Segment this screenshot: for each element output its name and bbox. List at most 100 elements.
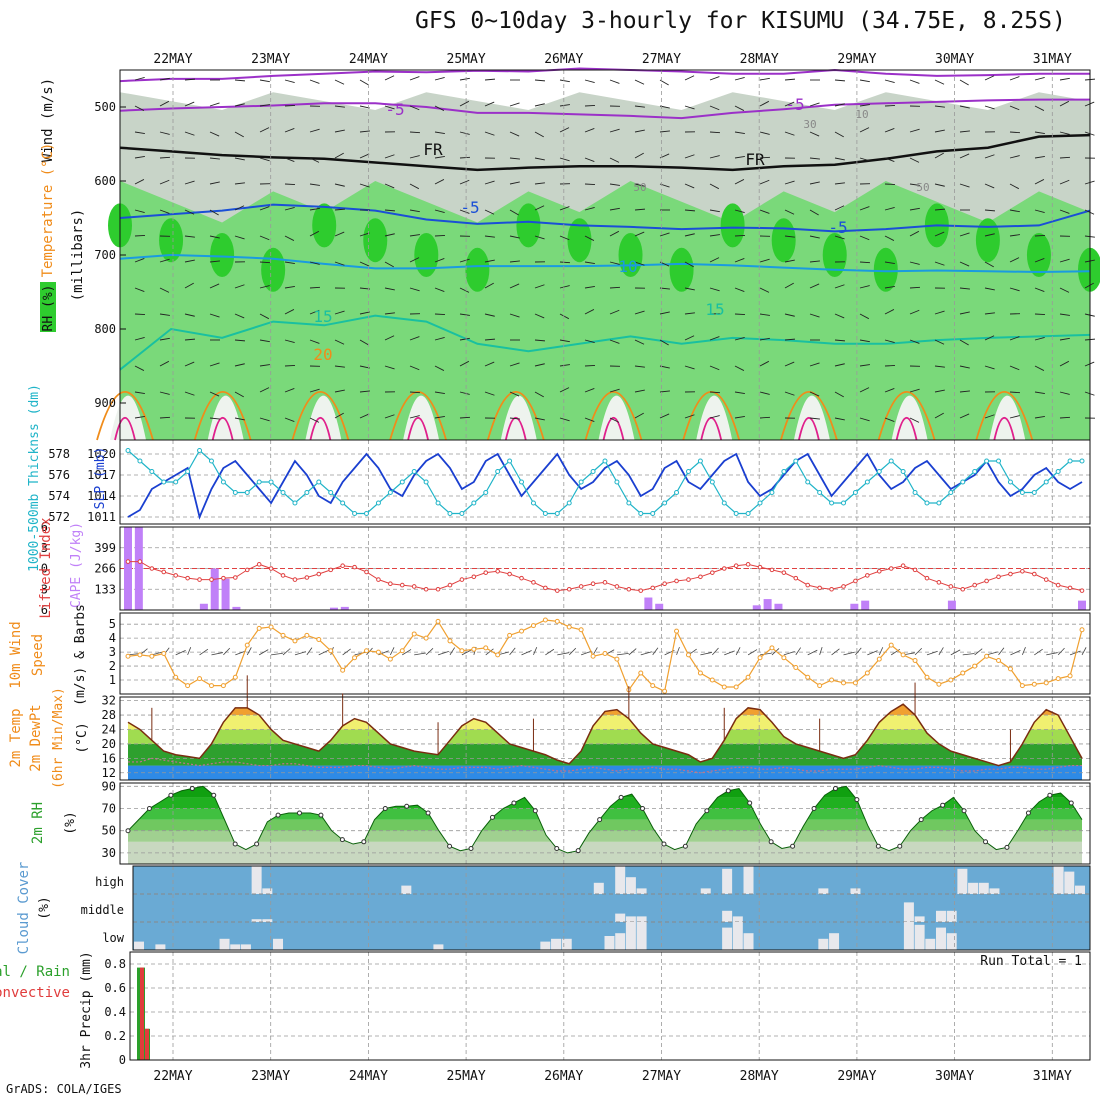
rh-point xyxy=(361,839,367,845)
wind-point xyxy=(542,617,548,623)
wind-barb xyxy=(159,77,170,81)
temp-tick: 20 xyxy=(102,737,116,751)
li-point xyxy=(936,580,942,585)
wind-barb xyxy=(284,235,295,241)
wind-barb-10m xyxy=(735,647,741,656)
cape-bar xyxy=(774,603,783,610)
wind-barb xyxy=(159,416,171,419)
rh-point xyxy=(661,841,667,847)
wind-barb xyxy=(534,79,546,82)
li-point xyxy=(364,569,369,575)
wind-barb xyxy=(459,258,470,263)
wind-barb xyxy=(559,79,570,83)
thickness-point xyxy=(781,469,787,474)
thickness-point xyxy=(411,469,417,474)
wind-point xyxy=(364,648,369,654)
wind-barb xyxy=(609,261,620,265)
contour-label: 15 xyxy=(705,300,724,319)
wind-point xyxy=(888,642,894,648)
temp-tick: 12 xyxy=(102,766,116,780)
wind-barb xyxy=(884,309,895,315)
cape-bar xyxy=(221,578,230,610)
wind-barb xyxy=(609,417,620,423)
wind-barb xyxy=(459,337,470,341)
date-label-bottom: 27MAY xyxy=(642,1069,681,1084)
pressure-tick: 900 xyxy=(94,396,116,410)
wind-barb xyxy=(234,284,245,289)
cloud-bar-high xyxy=(593,882,604,894)
wind-barb-10m xyxy=(926,650,938,656)
isotherm-10 xyxy=(119,253,1091,274)
rh-high-blob xyxy=(261,247,286,292)
wind-barb xyxy=(484,361,495,367)
wind-point xyxy=(960,670,966,676)
wind-barb xyxy=(409,76,420,81)
wind-barb-10m xyxy=(557,652,569,656)
thickness-point xyxy=(614,479,620,485)
rh-high-blob xyxy=(669,247,694,292)
cloud-bar-middle xyxy=(935,910,946,922)
thickness-tick: 578 xyxy=(48,447,70,461)
wind-barb xyxy=(159,391,170,395)
isotherm-15 xyxy=(119,314,1091,371)
wind-barb xyxy=(1009,415,1020,419)
wind-barb-10m xyxy=(461,649,472,656)
li-point xyxy=(459,577,465,582)
wind-barb xyxy=(984,335,995,341)
wind-barb xyxy=(984,233,995,237)
wind-barb xyxy=(984,75,995,81)
wind-barb xyxy=(509,235,520,239)
wind-barb xyxy=(709,336,720,341)
li-point xyxy=(1020,568,1025,574)
li-point xyxy=(626,586,632,592)
pressure-tick: 800 xyxy=(94,322,116,336)
wind-point xyxy=(554,618,560,624)
wind-barb xyxy=(334,105,345,108)
li-point xyxy=(125,559,131,564)
wind-tick: 1 xyxy=(109,673,116,687)
thickness-point xyxy=(232,490,238,495)
rh-point xyxy=(961,808,967,814)
thickness-point xyxy=(590,469,596,474)
wind-barb xyxy=(1059,131,1070,135)
thickness-point xyxy=(304,490,310,495)
date-label-top: 29MAY xyxy=(837,52,876,67)
cloud-bar-high xyxy=(262,888,273,894)
thickness-point xyxy=(471,500,477,506)
wind-barb xyxy=(859,261,871,264)
wind-barb xyxy=(984,287,995,291)
wind-barb xyxy=(884,285,895,289)
cloud-bar-high xyxy=(1075,885,1085,894)
wind-barb xyxy=(559,285,570,289)
wind-barb xyxy=(334,310,345,315)
wind-barb xyxy=(734,179,745,185)
wind-barb xyxy=(859,127,870,133)
wind-barb xyxy=(909,230,920,237)
wind-point xyxy=(1043,680,1049,686)
date-label-bottom: 29MAY xyxy=(837,1069,876,1084)
wind-barb-10m xyxy=(652,647,659,656)
wind-barb xyxy=(709,155,720,159)
temp-tick: 32 xyxy=(102,694,116,708)
wind-barb xyxy=(209,209,219,216)
wind-barb xyxy=(1009,155,1020,159)
li-point xyxy=(244,567,250,573)
wind-barb xyxy=(684,414,695,419)
wind-barb xyxy=(1034,105,1045,111)
wind-barb xyxy=(609,157,620,163)
thickness-point xyxy=(841,500,846,506)
wind-point xyxy=(411,631,417,637)
wind-barb xyxy=(159,360,170,367)
wind-barb xyxy=(484,313,495,317)
thickness-point xyxy=(328,490,334,495)
wind-barb xyxy=(709,183,720,190)
wind-barb xyxy=(1009,365,1020,371)
temperature-axis-label: Temperature (°C) xyxy=(40,143,56,278)
wind-barb xyxy=(184,235,195,238)
wind-point xyxy=(793,664,799,670)
wind-barb xyxy=(1034,155,1045,159)
wind-barb xyxy=(559,206,570,211)
wind-barb xyxy=(284,339,295,344)
wind-barb xyxy=(209,235,220,239)
wind-point xyxy=(530,623,536,629)
